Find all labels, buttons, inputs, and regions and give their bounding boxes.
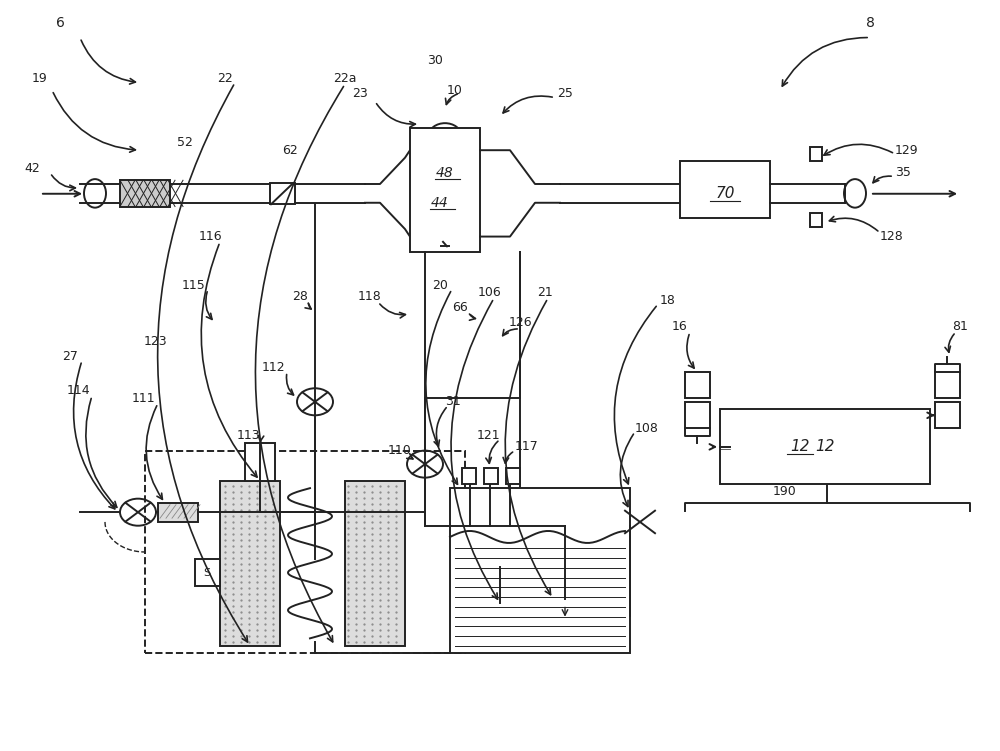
Text: 123: 123 [143,335,167,348]
Text: 114: 114 [66,384,90,397]
Circle shape [429,123,461,147]
Text: 112: 112 [261,361,285,375]
Bar [680,161,770,218]
Bar [720,409,930,484]
Circle shape [435,227,455,242]
Text: 44: 44 [431,196,449,210]
Text: 115: 115 [181,279,205,292]
Circle shape [547,599,583,626]
Bar [220,481,280,646]
Text: 48: 48 [436,166,454,179]
Text: 18: 18 [660,294,676,307]
Text: 52: 52 [177,136,193,149]
Circle shape [429,180,461,204]
Text: 22: 22 [217,72,233,86]
Text: 121: 121 [476,429,500,442]
Bar [120,180,170,207]
Text: 81: 81 [952,320,968,333]
Bar [145,451,465,653]
Text: 66: 66 [452,301,468,315]
Circle shape [429,209,461,233]
Bar [685,372,710,398]
Text: 111: 111 [131,391,155,405]
Bar [506,468,520,484]
Text: 8: 8 [866,16,874,29]
Text: 42: 42 [24,162,40,176]
Text: 28: 28 [292,290,308,303]
Bar [158,503,198,522]
Text: 19: 19 [32,72,48,86]
Text: 30: 30 [427,53,443,67]
Bar [195,559,220,586]
Text: 118: 118 [358,290,382,303]
Text: 117: 117 [515,440,539,454]
Bar [810,213,822,227]
Text: 12: 12 [790,439,810,454]
Text: 12: 12 [815,439,835,454]
Text: 23: 23 [352,87,368,101]
Text: 116: 116 [198,230,222,243]
Bar [484,468,498,484]
Circle shape [429,152,461,176]
Text: 16: 16 [672,320,688,333]
Text: 27: 27 [62,350,78,363]
Text: 106: 106 [478,286,502,300]
Bar [935,372,960,398]
Text: S: S [203,568,211,578]
Text: 62: 62 [282,143,298,157]
Bar [450,488,630,653]
Text: 110: 110 [388,444,412,457]
Text: 190: 190 [773,485,797,499]
Text: 129: 129 [895,143,919,157]
Text: 20: 20 [432,279,448,292]
Text: 31: 31 [445,395,461,409]
Text: 70: 70 [715,185,735,201]
Bar [462,468,476,484]
Bar [270,183,295,204]
Circle shape [488,603,512,621]
Text: 113: 113 [236,429,260,442]
Bar [345,481,405,646]
Text: 108: 108 [635,421,659,435]
Bar [245,443,275,481]
Bar [685,402,710,428]
Bar [810,147,822,161]
Bar [935,402,960,428]
Text: 22a: 22a [333,72,357,86]
Bar [410,128,480,252]
Text: 25: 25 [557,87,573,101]
Text: 35: 35 [895,166,911,179]
Text: 128: 128 [880,230,904,243]
Text: 126: 126 [508,316,532,330]
Text: 10: 10 [447,83,463,97]
Text: 21: 21 [537,286,553,300]
Text: 6: 6 [56,16,64,29]
